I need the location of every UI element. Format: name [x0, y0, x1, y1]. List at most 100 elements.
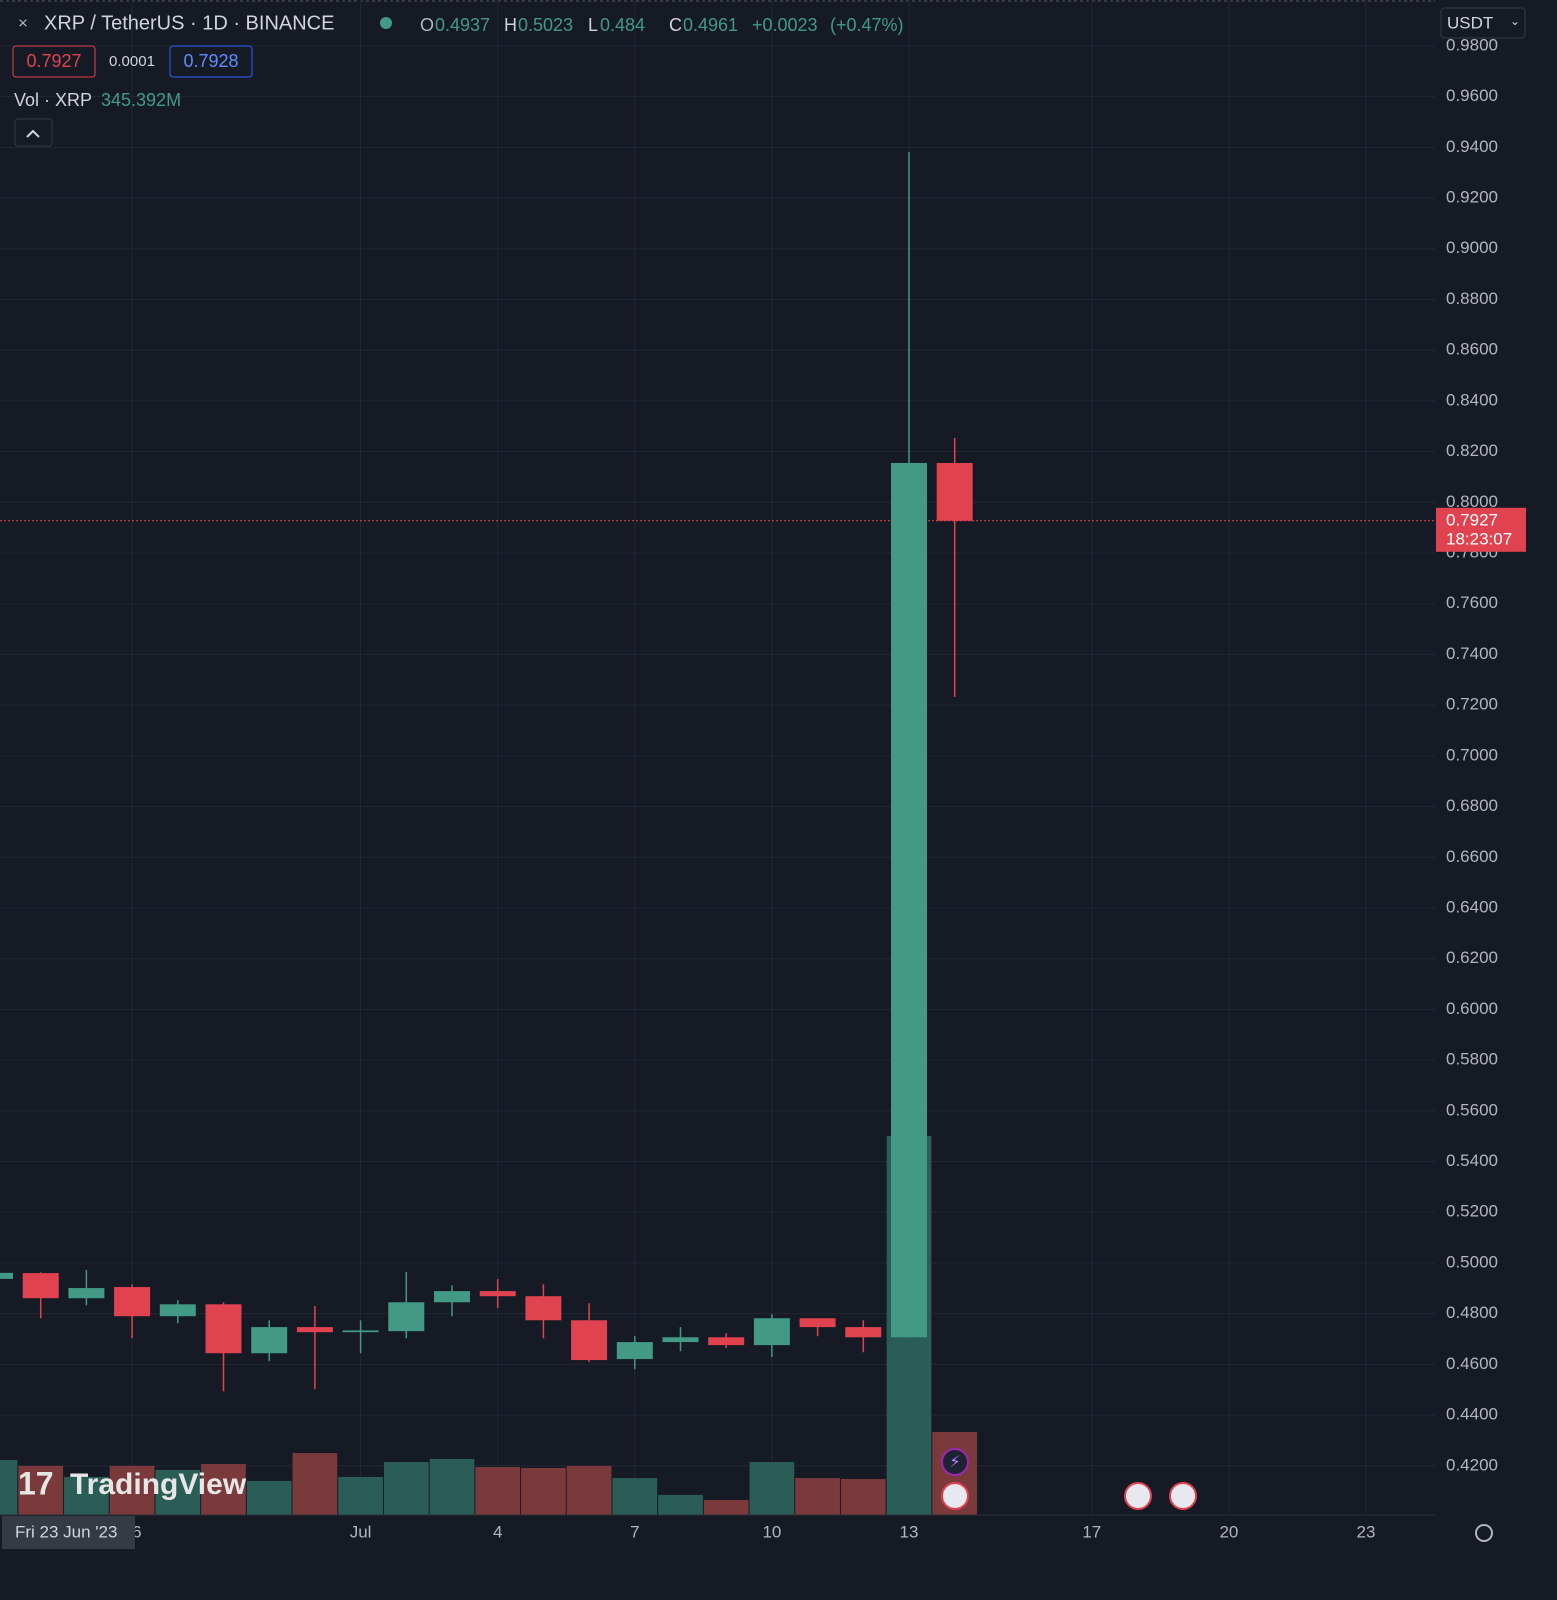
volume-bar: [749, 1461, 795, 1515]
grid: [0, 0, 1435, 1515]
y-tick-label: 0.4600: [1446, 1354, 1498, 1373]
y-tick-label: 0.7600: [1446, 593, 1498, 612]
y-tick-label: 0.9000: [1446, 238, 1498, 257]
y-tick-label: 0.8400: [1446, 390, 1498, 409]
volume-bar: [292, 1453, 338, 1515]
watermark: TradingView: [70, 1468, 247, 1501]
ohlc-key: H: [504, 15, 517, 35]
candle-body: [616, 1342, 653, 1360]
ohlc-value: 0.4961: [683, 15, 738, 35]
x-tick-label: 20: [1219, 1522, 1238, 1541]
y-tick-label: 0.4400: [1446, 1405, 1498, 1424]
crosshair-label: Fri 23 Jun '23: [15, 1522, 117, 1541]
candle-body: [388, 1302, 425, 1332]
event-icon[interactable]: [941, 1448, 969, 1476]
y-tick-label: 0.6800: [1446, 796, 1498, 815]
volume-bar: [18, 1465, 64, 1515]
ohlc-value: 0.484: [600, 15, 645, 35]
volume-bar: [703, 1500, 749, 1515]
candle-body: [753, 1318, 790, 1346]
event-icon[interactable]: [1169, 1482, 1197, 1510]
change-percent: (+0.47%): [830, 15, 904, 35]
y-tick-label: 0.5200: [1446, 1202, 1498, 1221]
candle-body: [479, 1291, 516, 1297]
volume-bar: [840, 1479, 886, 1515]
volume-bar: [201, 1464, 246, 1515]
y-tick-label: 0.6400: [1446, 897, 1498, 916]
currency-select[interactable]: [1440, 7, 1526, 39]
volume-bar: [109, 1465, 155, 1515]
y-tick-label: 0.9200: [1446, 188, 1498, 207]
candle-body: [845, 1327, 882, 1338]
event-icon[interactable]: [941, 1482, 969, 1510]
x-tick-label: Jul: [350, 1522, 372, 1541]
candle-body: [434, 1291, 470, 1303]
y-tick-label: 0.8200: [1446, 441, 1498, 460]
x-tick-label: 23: [1357, 1522, 1376, 1541]
x-tick-label: 10: [762, 1522, 781, 1541]
collapse-icon: [26, 129, 40, 138]
status-dot: [380, 17, 392, 29]
sell-button[interactable]: [12, 45, 96, 78]
y-tick-label: 0.5400: [1446, 1151, 1498, 1170]
volume-bar: [795, 1478, 840, 1515]
buy-button[interactable]: [169, 45, 253, 78]
collapse-button[interactable]: [14, 118, 53, 147]
sell-price: 0.7927: [26, 51, 81, 71]
settings-icon[interactable]: [1475, 1524, 1493, 1542]
y-tick-label: 0.5000: [1446, 1252, 1498, 1271]
chart-title[interactable]: XRP / TetherUS · 1D · BINANCE: [44, 12, 334, 34]
y-tick-label: 0.8600: [1446, 340, 1498, 359]
y-tick-label: 0.4800: [1446, 1303, 1498, 1322]
x-tick-label: 17: [1082, 1522, 1101, 1541]
y-tick-label: 0.7200: [1446, 695, 1498, 714]
crosshair-label-box: [2, 1516, 135, 1549]
volume-bar: [475, 1467, 521, 1515]
x-tick-label: 7: [630, 1522, 639, 1541]
candles: [0, 151, 973, 1392]
y-tick-label: 0.7400: [1446, 644, 1498, 663]
volume-bar: [246, 1480, 292, 1515]
volume-name: Vol · XRP: [14, 90, 92, 110]
candle-body: [571, 1320, 608, 1361]
ohlc-value: 0.4937: [435, 15, 490, 35]
volume-bar: [429, 1458, 475, 1515]
currency-caret: ⌄: [1510, 14, 1520, 28]
watermark-logo: 17: [18, 1465, 54, 1501]
volume-bar: [566, 1465, 612, 1515]
event-icon[interactable]: [1124, 1482, 1152, 1510]
candle-body: [296, 1327, 333, 1333]
y-tick-label: 0.8000: [1446, 492, 1498, 511]
y-tick-label: 0.7000: [1446, 745, 1498, 764]
last-price-label: 0.7927: [1446, 510, 1498, 529]
x-tick-label: 4: [493, 1522, 502, 1541]
y-tick-label: 0.9400: [1446, 137, 1498, 156]
ohlc-value: 0.5023: [518, 15, 573, 35]
y-tick-label: 0.5600: [1446, 1100, 1498, 1119]
volume-bar: [383, 1461, 429, 1515]
candle-body: [159, 1304, 196, 1317]
candle-body: [799, 1318, 836, 1328]
y-tick-label: 0.9600: [1446, 86, 1498, 105]
candle-body: [251, 1327, 288, 1354]
candle-body: [0, 1272, 13, 1279]
x-tick-label: 13: [900, 1522, 919, 1541]
y-tick-label: 0.5800: [1446, 1050, 1498, 1069]
volume-bar: [612, 1478, 658, 1515]
candle-body: [22, 1273, 59, 1299]
volume-bar: [155, 1469, 201, 1515]
price-axis: 0.4200 0.4400 0.4600 0.4800 0.5000 0.5200 0.54…: [1446, 35, 1498, 1474]
y-tick-label: 0.8800: [1446, 289, 1498, 308]
volume-bar: [658, 1494, 703, 1515]
change: +0.0023: [752, 15, 818, 35]
candle-body: [68, 1288, 105, 1299]
y-tick-label: 0.9800: [1446, 35, 1498, 54]
ohlc-key: C: [669, 15, 682, 35]
countdown: 18:23:07: [1446, 529, 1512, 548]
last-price-box: [1436, 507, 1526, 552]
volume-value: 345.392M: [101, 90, 181, 110]
y-tick-label: 0.6000: [1446, 999, 1498, 1018]
